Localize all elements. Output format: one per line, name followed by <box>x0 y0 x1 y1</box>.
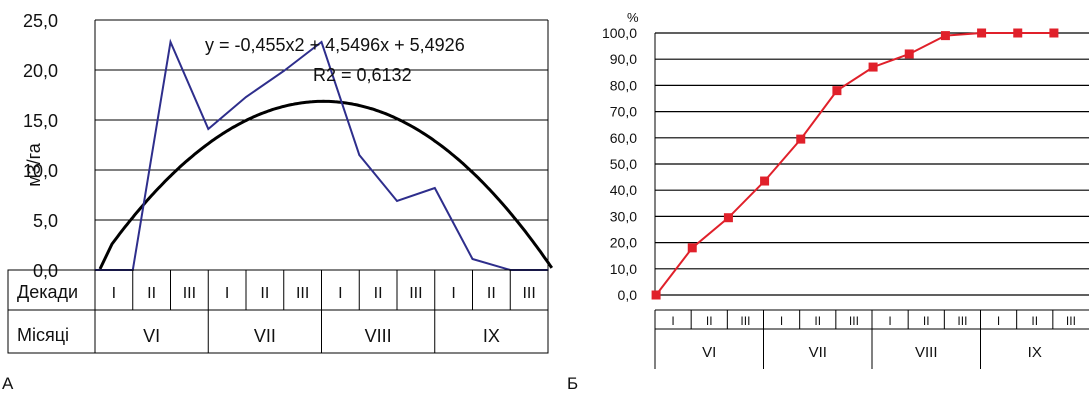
months-row-label: Місяці <box>17 325 69 345</box>
chart-a: 0,0 5,0 10,0 15,0 20,0 25,0 м3/га y = -0,455x2 … <box>7 11 554 354</box>
data-point <box>396 200 398 202</box>
decade-label: III <box>849 314 859 328</box>
month-label: VI <box>143 326 160 346</box>
y-tick-label: 100,0 <box>602 25 637 41</box>
decade-label: III <box>1066 314 1076 328</box>
decade-label: III <box>522 285 535 302</box>
month-label: VI <box>702 344 716 361</box>
decade-label: I <box>888 314 891 328</box>
decade-label: II <box>814 314 821 328</box>
decades-row-label: Декади <box>17 282 78 302</box>
decade-label: I <box>780 314 783 328</box>
decade-label: II <box>923 314 930 328</box>
data-point <box>433 187 436 189</box>
data-point-marker <box>796 134 806 144</box>
decade-label: II <box>487 285 496 302</box>
data-point-marker <box>723 213 733 223</box>
y-axis-label: м3/га <box>24 142 44 187</box>
data-point <box>471 258 474 260</box>
panel-label-a: А <box>2 374 14 393</box>
data-point-marker <box>832 86 842 96</box>
trendline-r2: R2 = 0,6132 <box>313 65 412 85</box>
decade-label: III <box>183 285 196 302</box>
y-tick-label: 90,0 <box>610 51 637 67</box>
decade-label: III <box>409 285 422 302</box>
y-tick-label: 40,0 <box>610 182 637 198</box>
y-tick-label: 10,0 <box>610 261 637 277</box>
data-point-marker <box>940 31 950 41</box>
decade-label: I <box>112 285 116 302</box>
trendline-curve <box>98 99 554 270</box>
y-tick-label: 25,0 <box>23 11 58 31</box>
data-point-marker <box>868 62 878 72</box>
y-tick-label: 30,0 <box>610 208 637 224</box>
decade-label: II <box>374 285 383 302</box>
decade-label: III <box>740 314 750 328</box>
data-point-marker <box>651 290 661 300</box>
decade-label: II <box>1031 314 1038 328</box>
data-point-marker <box>760 176 770 186</box>
data-point-marker <box>1013 28 1023 38</box>
data-point-marker <box>904 49 914 59</box>
data-point <box>358 154 361 156</box>
panel-label-b: Б <box>567 374 578 393</box>
series-line-red <box>655 32 1054 296</box>
data-point <box>207 128 210 130</box>
y-tick-label: 20,0 <box>610 235 637 251</box>
data-point-marker <box>977 28 987 38</box>
y-tick-label: 5,0 <box>33 211 58 231</box>
y-tick-label: 60,0 <box>610 130 637 146</box>
month-label: VII <box>254 326 276 346</box>
decade-label: I <box>671 314 674 328</box>
decade-label: I <box>451 285 455 302</box>
decade-label: I <box>997 314 1000 328</box>
month-label: VIII <box>915 344 938 361</box>
category-table <box>7 269 549 354</box>
decade-label: II <box>260 285 269 302</box>
y-tick-label: 20,0 <box>23 61 58 81</box>
y-tick-label: 0,0 <box>33 261 58 281</box>
data-point <box>282 70 285 72</box>
decade-label: III <box>957 314 967 328</box>
decade-label: III <box>296 285 309 302</box>
data-point <box>320 41 323 43</box>
y-tick-label: 15,0 <box>23 111 58 131</box>
data-point <box>169 41 172 43</box>
month-label: IX <box>483 326 500 346</box>
month-label: VII <box>809 344 827 361</box>
month-label: VIII <box>365 326 392 346</box>
decade-label: I <box>338 285 342 302</box>
chart-b: 0,0 10,0 20,0 30,0 40,0 50,0 60,0 70,0 80,0 90,0 1… <box>602 10 1089 369</box>
y-tick-label: 50,0 <box>610 156 637 172</box>
month-label: IX <box>1028 344 1042 361</box>
y-tick-label: 70,0 <box>610 104 637 120</box>
y-tick-label: 80,0 <box>610 77 637 93</box>
decade-label: II <box>706 314 713 328</box>
y-tick-label: 0,0 <box>618 287 638 303</box>
trendline-equation: y = -0,455x2 + 4,5496x + 5,4926 <box>205 35 465 55</box>
y-tick-label: 10,0 <box>23 161 58 181</box>
decade-label: I <box>225 285 229 302</box>
data-point <box>245 96 247 98</box>
data-point-marker <box>687 243 697 253</box>
data-point-marker <box>1049 28 1059 38</box>
unit-label: % <box>627 10 639 25</box>
decade-label: II <box>147 285 156 302</box>
